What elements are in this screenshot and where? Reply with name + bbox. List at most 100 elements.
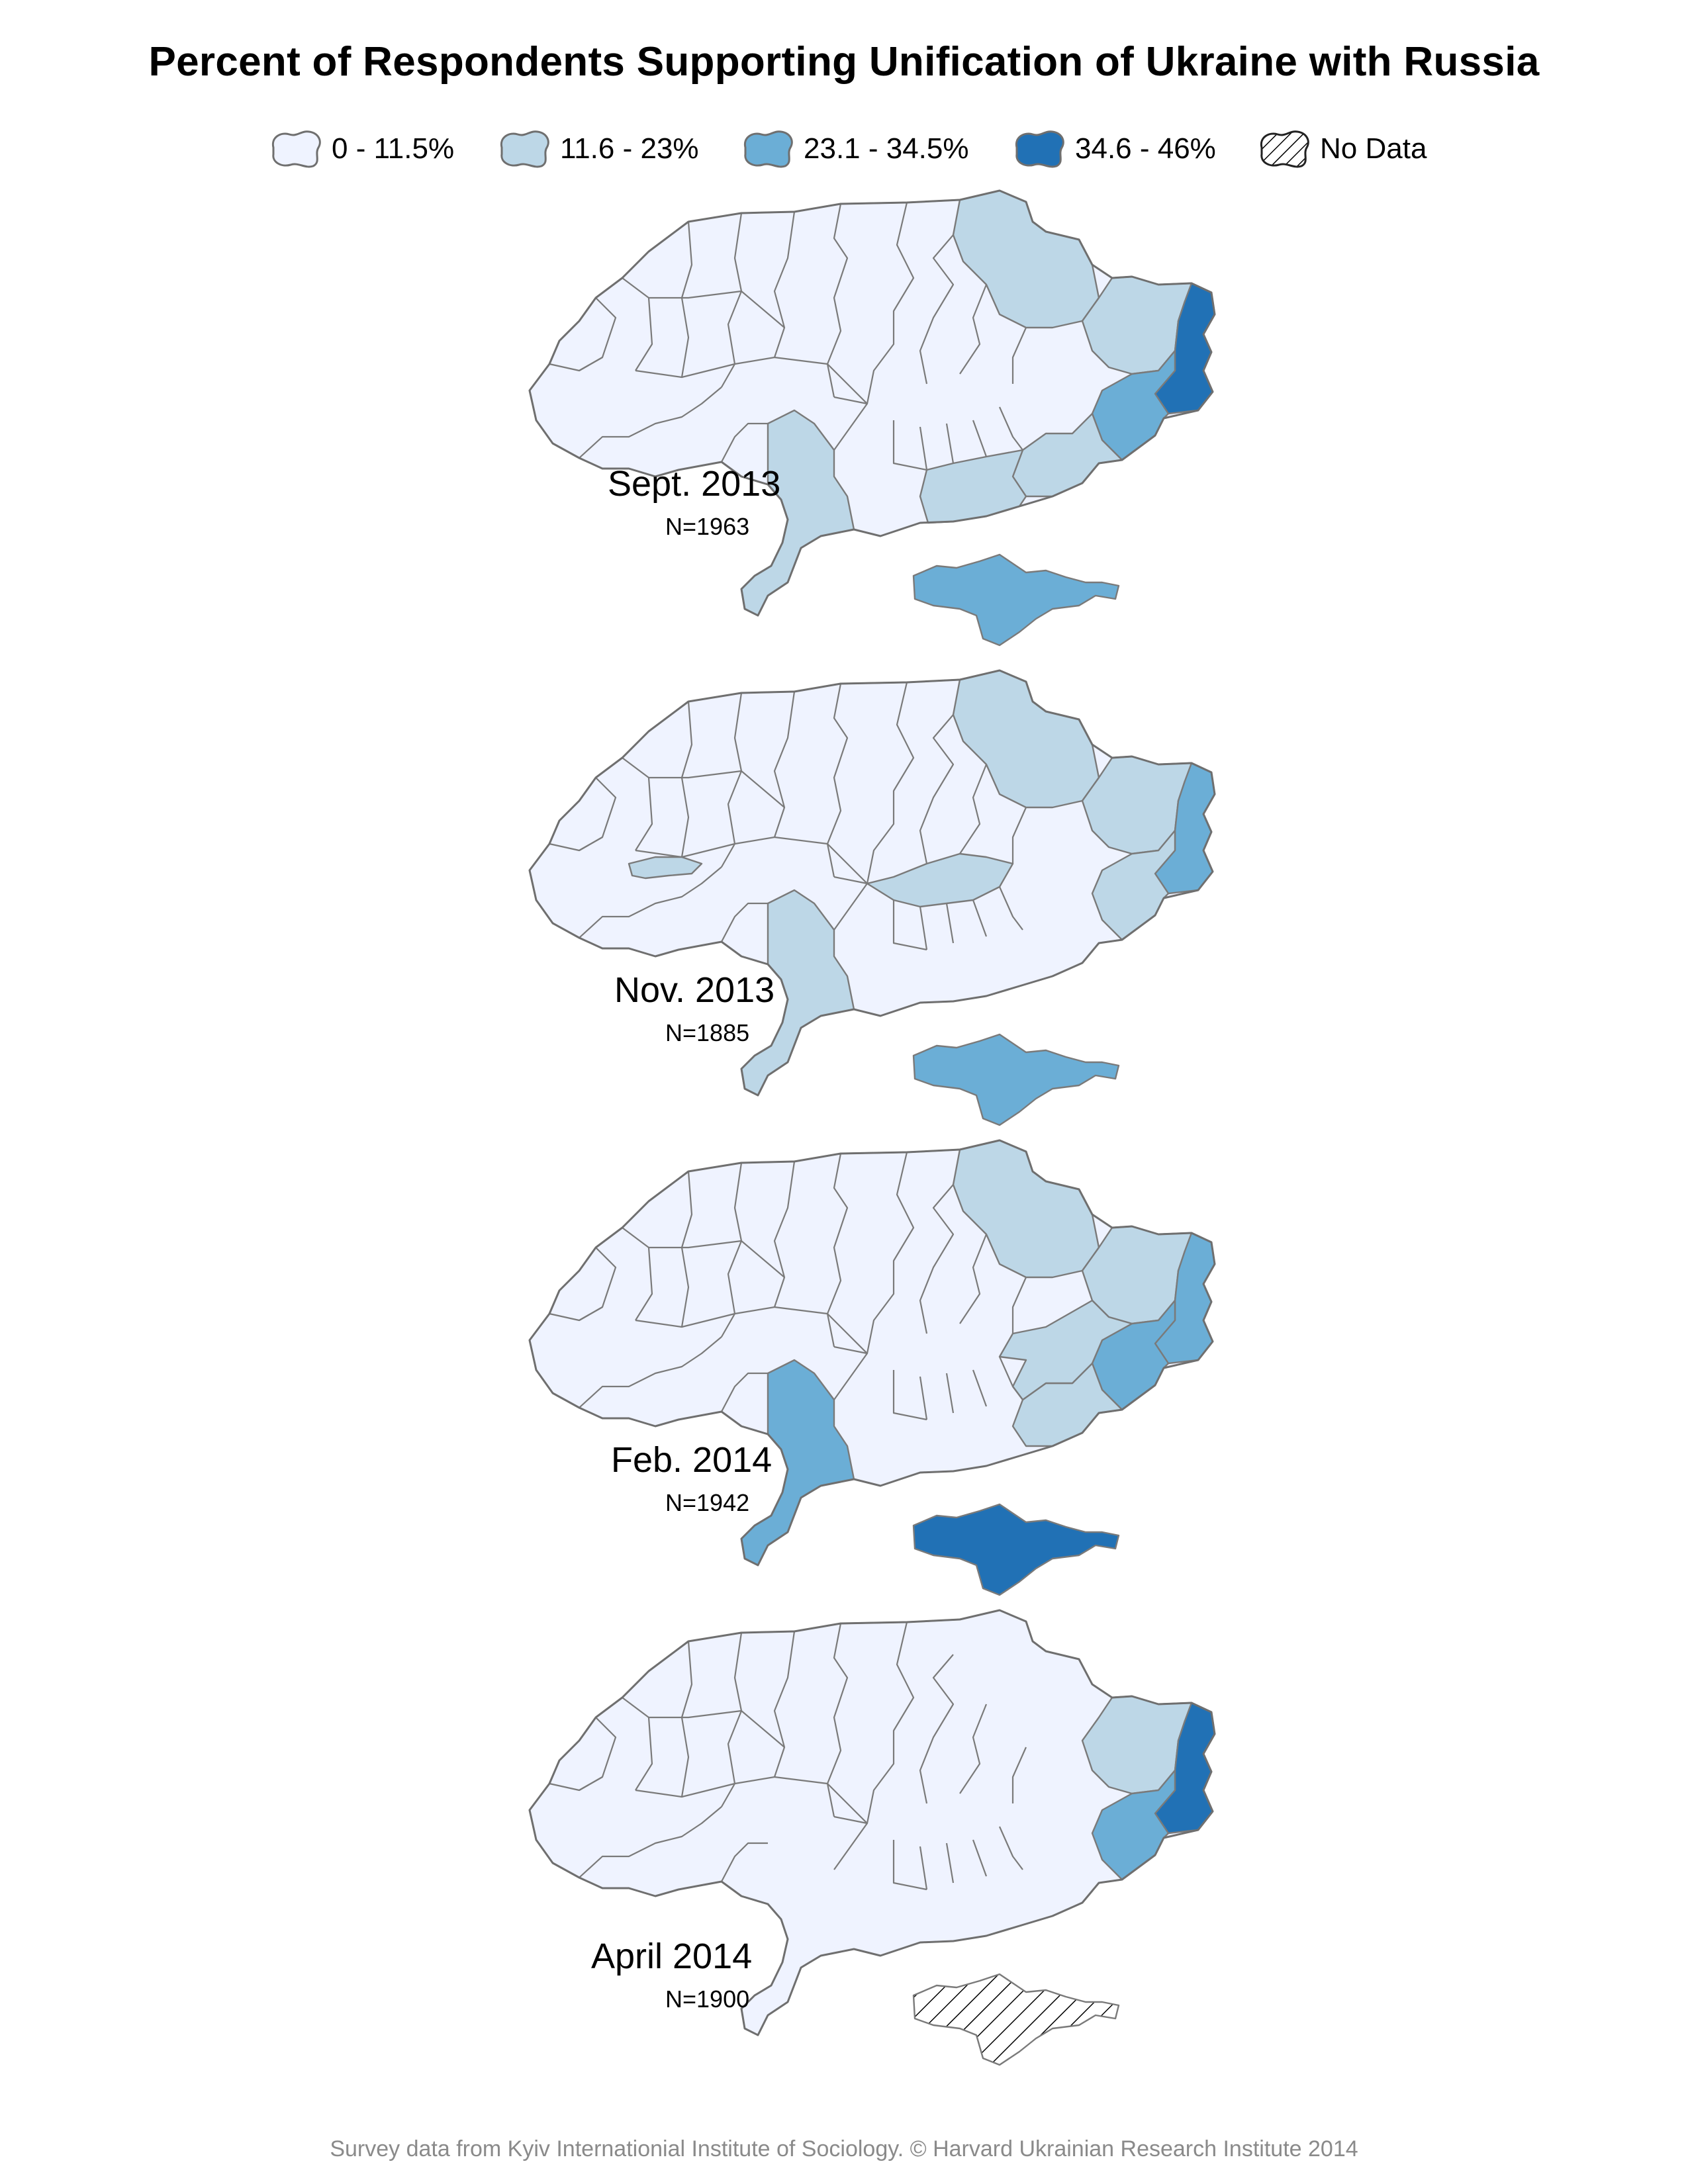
oblast-border (945, 1843, 955, 1884)
oblast-border (579, 387, 722, 459)
map-panel-feb-2014: Feb. 2014 N=1942 (523, 1135, 1271, 1598)
legend-swatch-icon (743, 130, 793, 168)
oblast-border (919, 234, 955, 385)
ukraine-map (528, 669, 1216, 1126)
oblast-border (998, 1356, 1023, 1400)
oblast-border (892, 1840, 927, 1891)
region-crimea (912, 1973, 1120, 2066)
panel-date: Feb. 2014 (611, 1440, 773, 1480)
legend-item-0: 0 - 11.5% (268, 126, 454, 172)
panel-sample-size: N=1942 (665, 1489, 750, 1516)
oblast-border (959, 764, 988, 854)
oblast-border (721, 1842, 768, 1882)
oblast-border (892, 1370, 927, 1421)
panel-sample-size: N=1900 (665, 1985, 750, 2013)
oblast-border (649, 1709, 785, 1748)
oblast-border (972, 420, 988, 457)
region-kherson (919, 449, 1027, 524)
panel-date: Nov. 2013 (614, 970, 775, 1010)
oblast-border (579, 1336, 722, 1408)
legend-label: 11.6 - 23% (560, 132, 699, 165)
panel-sample-size: N=1885 (665, 1019, 750, 1046)
region-crimea (912, 553, 1120, 647)
oblast-border (919, 1376, 928, 1420)
oblast-border (635, 836, 868, 884)
oblast-border (1011, 1277, 1027, 1334)
oblast-border (721, 902, 768, 942)
map-panel-april-2014: April 2014 N=1900 (523, 1605, 1271, 2068)
panel-sample-size: N=1963 (665, 513, 750, 540)
oblast-border (635, 1306, 868, 1354)
region-crimea (912, 1033, 1120, 1126)
panel-date: Sept. 2013 (608, 464, 781, 504)
legend-item-1: 11.6 - 23% (496, 126, 699, 172)
oblast-border (649, 770, 785, 808)
oblast-border (919, 906, 928, 950)
oblast-border (622, 757, 653, 851)
legend-label: No Data (1320, 132, 1427, 165)
oblast-border (892, 420, 927, 471)
oblast-border (721, 422, 768, 463)
oblast-border (945, 903, 955, 944)
oblast-border (773, 691, 796, 838)
legend-swatch-icon (500, 130, 549, 168)
ukraine-map (528, 1139, 1216, 1596)
oblast-border (866, 1152, 915, 1354)
oblast-border (833, 876, 868, 931)
oblast-border (721, 1372, 768, 1412)
oblast-border (919, 714, 955, 864)
ukraine-map (528, 1609, 1216, 2066)
oblast-border (622, 277, 653, 371)
oblast-border (549, 1776, 603, 1792)
oblast-border (649, 1240, 785, 1278)
oblast-border (866, 202, 915, 404)
oblast-border (721, 1162, 743, 1338)
oblast-border (1011, 807, 1027, 864)
oblast-border (945, 1373, 955, 1414)
oblast-border (635, 356, 868, 404)
legend-label: 23.1 - 34.5% (804, 132, 969, 165)
oblast-border (773, 1631, 796, 1778)
oblast-border (549, 837, 603, 852)
oblast-border (773, 1161, 796, 1308)
legend-item-2: 23.1 - 34.5% (740, 126, 969, 172)
oblast-border (721, 1632, 743, 1807)
legend-item-4: No Data (1256, 126, 1427, 172)
oblast-border (721, 212, 743, 388)
oblast-border (866, 682, 915, 884)
oblast-border (919, 1184, 955, 1334)
oblast-border (833, 396, 868, 451)
region-dnipro (998, 1299, 1133, 1401)
oblast-border (866, 1621, 915, 1824)
oblast-border (972, 1839, 988, 1877)
region-kirovohrad (866, 852, 1014, 908)
country-outline (528, 189, 1216, 617)
legend-swatch-icon (271, 130, 321, 168)
oblast-border (833, 1345, 868, 1400)
oblast-border (1011, 1747, 1027, 1803)
map-legend: 0 - 11.5% 11.6 - 23% 23.1 - 34.5% 34.6 -… (0, 126, 1688, 172)
oblast-border (549, 1306, 603, 1322)
page-title: Percent of Respondents Supporting Unific… (148, 39, 1540, 85)
panel-date: April 2014 (591, 1936, 753, 1976)
country-outline (528, 1609, 1216, 2036)
oblast-border (892, 900, 927, 951)
oblast-border (721, 692, 743, 868)
region-chernivtsi (628, 856, 703, 880)
legend-swatch-icon (1260, 130, 1309, 168)
oblast-border (579, 1806, 722, 1878)
oblast-border (959, 284, 988, 375)
oblast-border (998, 1826, 1023, 1870)
legend-label: 0 - 11.5% (332, 132, 455, 165)
oblast-border (998, 886, 1023, 931)
oblast-border (945, 423, 955, 464)
oblast-border (622, 1697, 653, 1791)
oblast-border (1011, 327, 1027, 384)
oblast-border (959, 1704, 988, 1794)
source-footer: Survey data from Kyiv Internationial Ins… (330, 2136, 1358, 2161)
oblast-border (649, 290, 785, 328)
country-outline (528, 669, 1216, 1097)
oblast-border (833, 1815, 868, 1870)
oblast-border (919, 1654, 955, 1804)
oblast-border (773, 211, 796, 358)
